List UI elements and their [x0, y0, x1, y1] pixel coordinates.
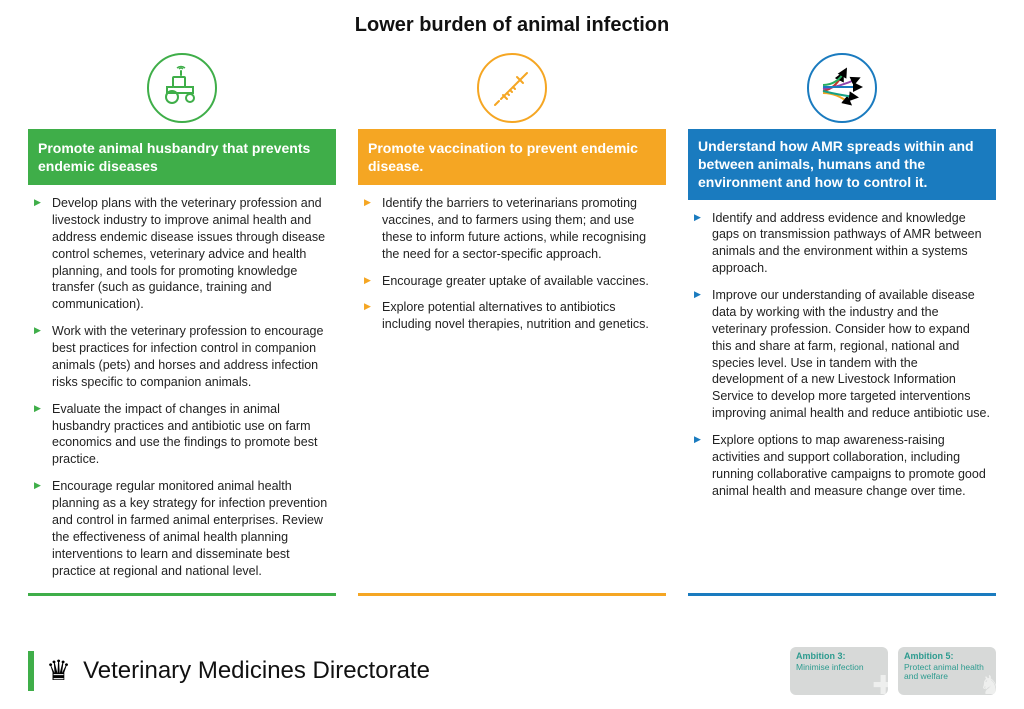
column-rule — [688, 593, 996, 596]
icon-wrap — [28, 47, 336, 123]
footer-accent-bar — [28, 651, 34, 691]
list-item: Develop plans with the veterinary profes… — [34, 195, 330, 323]
list-item: Improve our understanding of available d… — [694, 287, 990, 432]
column-rule — [358, 593, 666, 596]
crest-icon: ♛ — [46, 657, 71, 685]
ambition-badges: Ambition 3: Minimise infection ✚ Ambitio… — [790, 647, 996, 695]
list-item: Encourage greater uptake of available va… — [364, 273, 660, 300]
badge-subtitle: Protect animal health and welfare — [904, 663, 990, 682]
column-header: Promote vaccination to prevent endemic d… — [358, 129, 666, 185]
list-item: Explore potential alternatives to antibi… — [364, 299, 660, 343]
column-body: Identify and address evidence and knowle… — [688, 200, 996, 590]
column-body: Develop plans with the veterinary profes… — [28, 185, 336, 589]
column-vaccination: Promote vaccination to prevent endemic d… — [358, 47, 666, 596]
list-item: Evaluate the impact of changes in animal… — [34, 401, 330, 479]
tractor-icon — [147, 53, 217, 123]
page-title: Lower burden of animal infection — [0, 0, 1024, 47]
bullet-list: Develop plans with the veterinary profes… — [34, 195, 330, 589]
column-husbandry: Promote animal husbandry that prevents e… — [28, 47, 336, 596]
badge-ambition-3: Ambition 3: Minimise infection ✚ — [790, 647, 888, 695]
list-item: Encourage regular monitored animal healt… — [34, 478, 330, 589]
bullet-list: Identify and address evidence and knowle… — [694, 210, 990, 510]
column-rule — [28, 593, 336, 596]
icon-wrap — [358, 47, 666, 123]
arrows-icon — [807, 53, 877, 123]
columns-container: Promote animal husbandry that prevents e… — [0, 47, 1024, 596]
badge-title: Ambition 3: — [796, 652, 882, 662]
list-item: Identify the barriers to veterinarians p… — [364, 195, 660, 273]
badge-title: Ambition 5: — [904, 652, 990, 662]
list-item: Identify and address evidence and knowle… — [694, 210, 990, 288]
column-amr: Understand how AMR spreads within and be… — [688, 47, 996, 596]
bullet-list: Identify the barriers to veterinarians p… — [364, 195, 660, 343]
badge-deco-icon: ♞ — [979, 670, 996, 695]
list-item: Explore options to map awareness-raising… — [694, 432, 990, 510]
badge-deco-icon: ✚ — [872, 670, 888, 695]
column-header: Understand how AMR spreads within and be… — [688, 129, 996, 200]
icon-wrap — [688, 47, 996, 123]
footer: ♛ Veterinary Medicines Directorate — [28, 651, 430, 691]
badge-subtitle: Minimise infection — [796, 663, 882, 672]
syringe-icon — [477, 53, 547, 123]
badge-ambition-5: Ambition 5: Protect animal health and we… — [898, 647, 996, 695]
org-name: Veterinary Medicines Directorate — [83, 657, 430, 685]
column-header: Promote animal husbandry that prevents e… — [28, 129, 336, 185]
column-body: Identify the barriers to veterinarians p… — [358, 185, 666, 589]
list-item: Work with the veterinary profession to e… — [34, 323, 330, 401]
